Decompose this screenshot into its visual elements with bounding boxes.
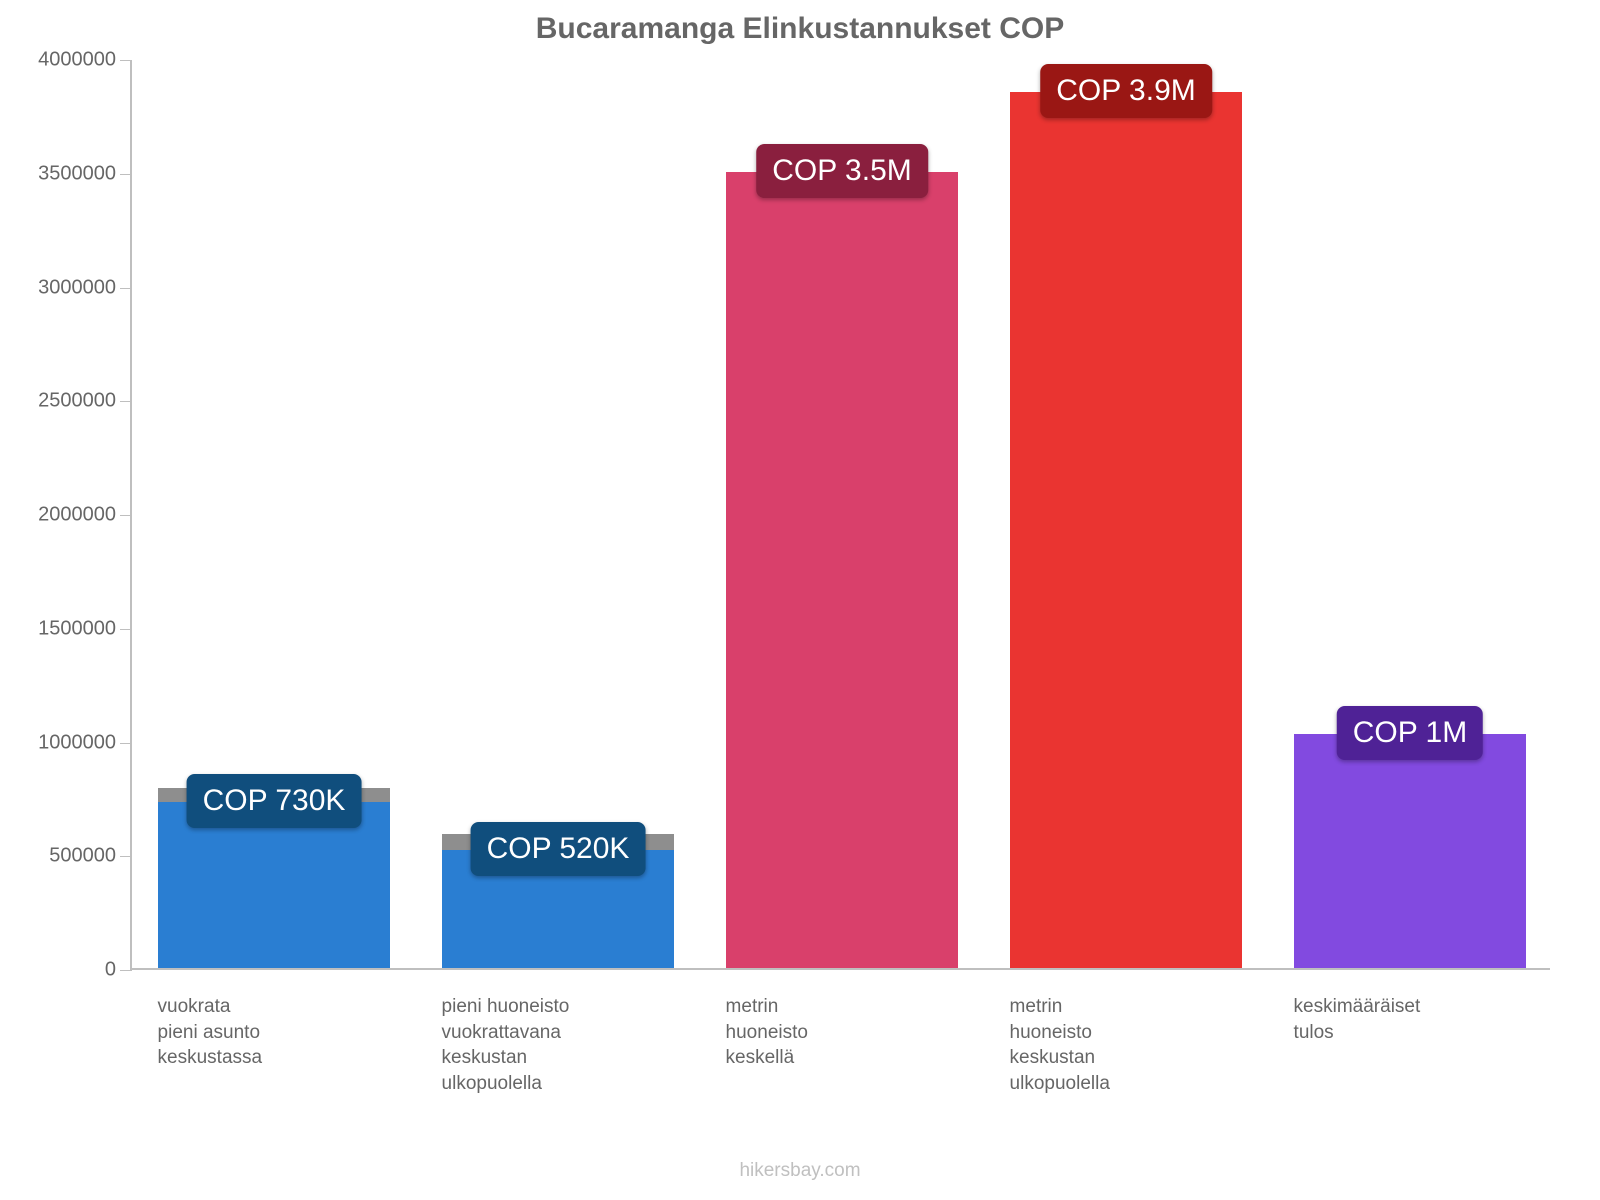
x-axis-label: pieni huoneistovuokrattavanakeskustanulk… [442, 994, 662, 1097]
value-badge: COP 520K [471, 822, 646, 876]
bar-slot: COP 3.9Mmetrinhuoneistokeskustanulkopuol… [984, 60, 1268, 968]
y-tick-label: 1500000 [38, 617, 116, 640]
y-tick-label: 0 [105, 959, 116, 982]
y-tick [120, 515, 132, 516]
y-tick-label: 500000 [49, 845, 116, 868]
y-tick [120, 60, 132, 61]
value-badge: COP 3.9M [1040, 64, 1212, 118]
bar-slot: COP 1Mkeskimääräisettulos [1268, 60, 1552, 968]
y-tick-label: 2000000 [38, 504, 116, 527]
x-axis-label: keskimääräisettulos [1294, 994, 1514, 1045]
value-badge: COP 3.5M [756, 144, 928, 198]
y-tick-label: 3000000 [38, 276, 116, 299]
bar [1010, 92, 1243, 968]
source-attribution: hikersbay.com [0, 1160, 1600, 1182]
bar-slot: COP 3.5Mmetrinhuoneistokeskellä [700, 60, 984, 968]
value-badge: COP 730K [187, 774, 362, 828]
y-tick [120, 629, 132, 630]
bar-slot: COP 520Kpieni huoneistovuokrattavanakesk… [416, 60, 700, 968]
bar [726, 172, 959, 968]
value-badge: COP 1M [1337, 706, 1483, 760]
x-axis-label: metrinhuoneistokeskustanulkopuolella [1010, 994, 1230, 1097]
bars-layer: COP 730Kvuokratapieni asuntokeskustassaC… [132, 60, 1550, 968]
y-tick [120, 288, 132, 289]
y-tick [120, 856, 132, 857]
y-tick-label: 1000000 [38, 731, 116, 754]
y-tick-label: 2500000 [38, 390, 116, 413]
chart-title: Bucaramanga Elinkustannukset COP [0, 12, 1600, 46]
y-tick [120, 174, 132, 175]
y-tick [120, 401, 132, 402]
bar [1294, 734, 1527, 968]
y-tick [120, 970, 132, 971]
x-axis-label: metrinhuoneistokeskellä [726, 994, 946, 1071]
y-tick-label: 4000000 [38, 49, 116, 72]
x-axis-label: vuokratapieni asuntokeskustassa [158, 994, 378, 1071]
y-tick-label: 3500000 [38, 162, 116, 185]
plot-area: COP 730Kvuokratapieni asuntokeskustassaC… [130, 60, 1550, 970]
bar-slot: COP 730Kvuokratapieni asuntokeskustassa [132, 60, 416, 968]
chart-container: Bucaramanga Elinkustannukset COP COP 730… [0, 0, 1600, 1200]
y-tick [120, 743, 132, 744]
